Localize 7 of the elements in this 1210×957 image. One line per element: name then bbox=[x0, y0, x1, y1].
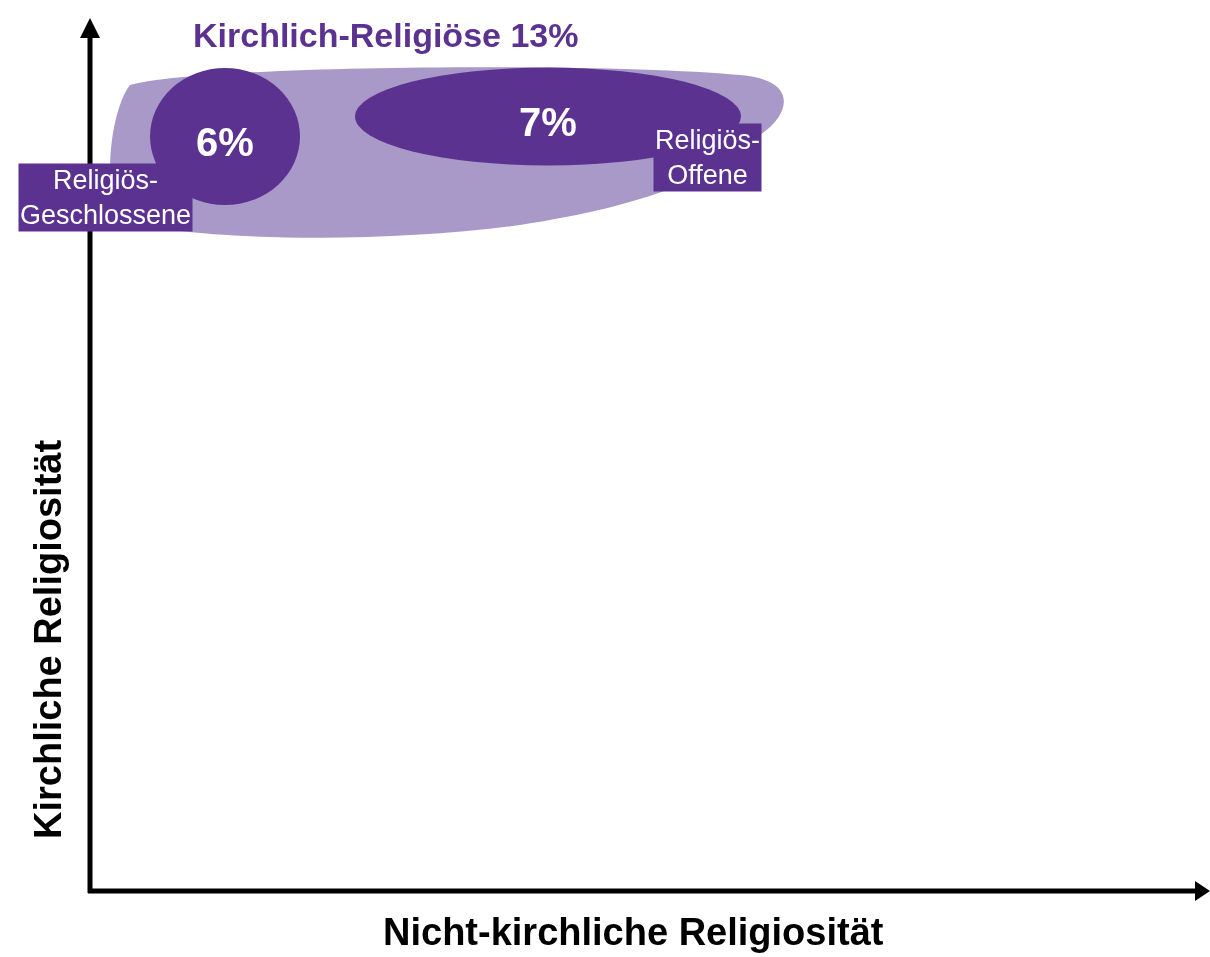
text: Nicht-kirchliche Religiosität bbox=[383, 911, 884, 953]
text: Kirchliche Religiosität bbox=[27, 439, 69, 839]
data-label: 7% bbox=[519, 100, 577, 144]
data-label: 6% bbox=[196, 120, 254, 164]
category-label: Religiös-Offene bbox=[655, 125, 761, 191]
text: Kirchlich-Religiöse 13% bbox=[193, 16, 579, 54]
category-label: Religiös-Geschlossene bbox=[20, 165, 192, 231]
